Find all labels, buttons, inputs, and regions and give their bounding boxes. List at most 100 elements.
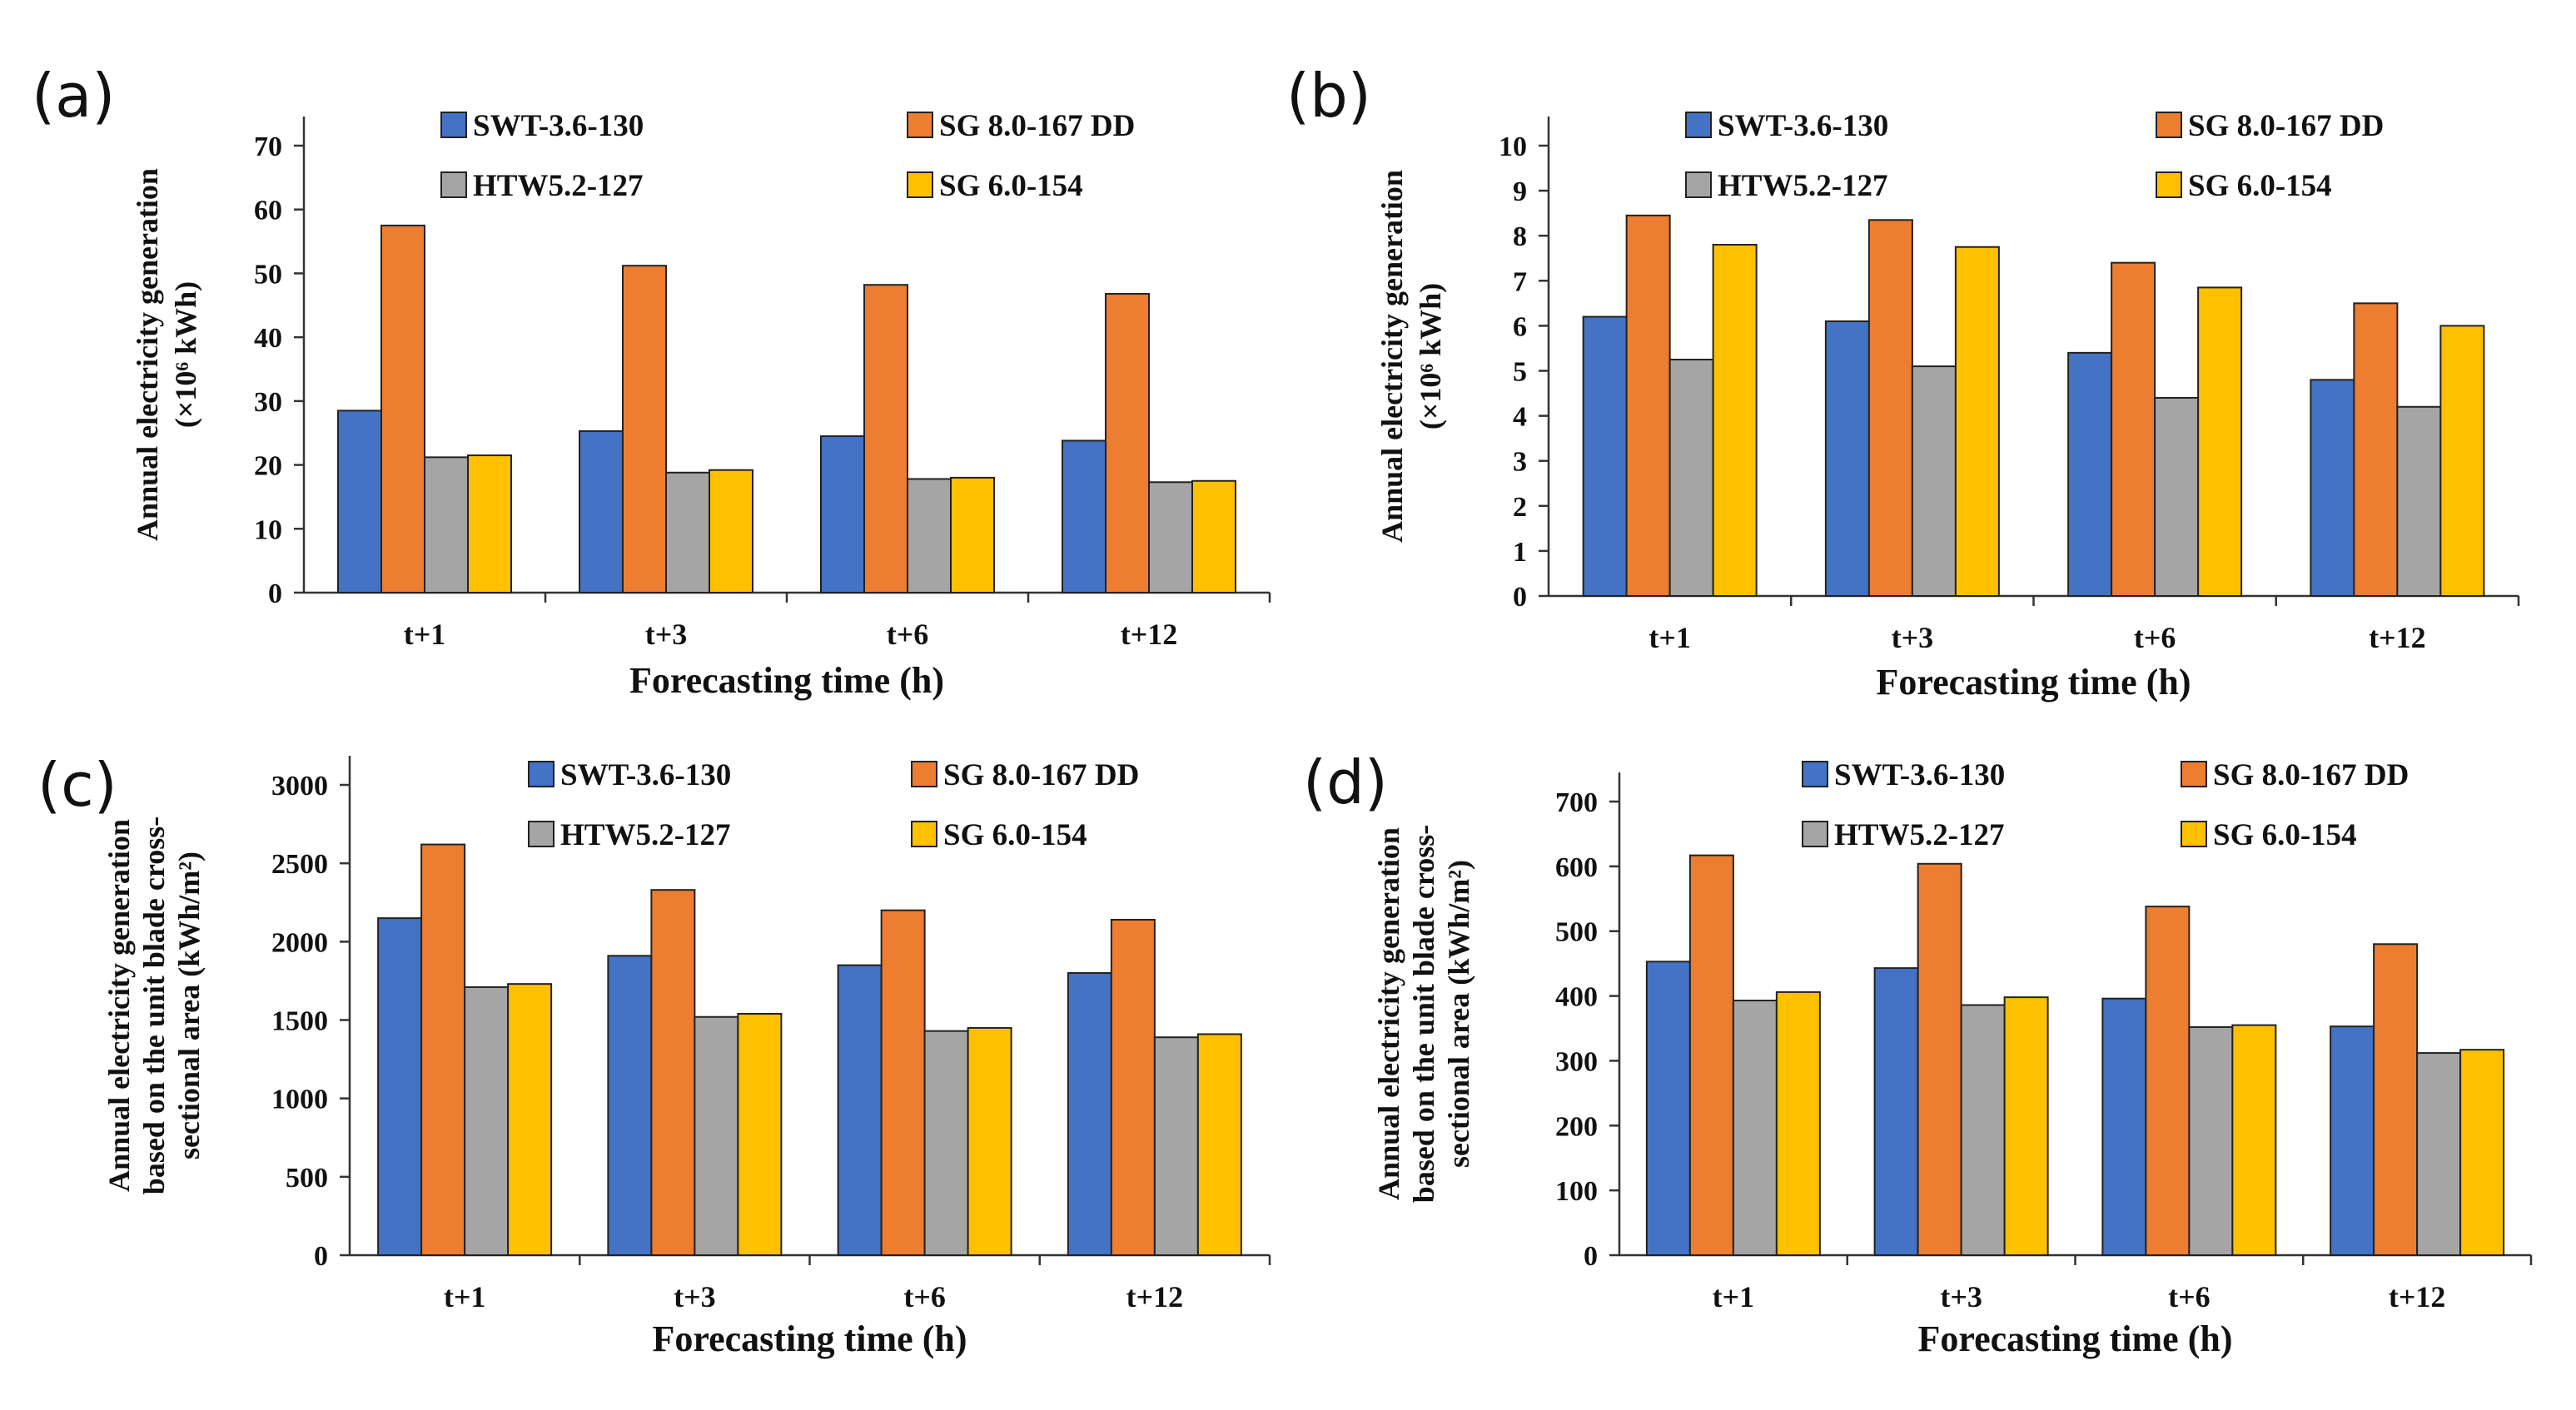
x-tick-label: t+3 <box>1892 621 1934 654</box>
bar-sg-6-0-154-tplus12 <box>2439 325 2485 597</box>
bar-sg-6-0-154-tplus6 <box>950 476 995 594</box>
legend-label: HTW5.2-127 <box>560 818 731 852</box>
legend-swatch <box>440 171 467 198</box>
bar-htw5-2-127-tplus6 <box>2154 396 2200 597</box>
chart-panel-4: (d) 0 100 200 300 400 500 600 700 t+1 t+3 t+6 t+12 Fo… <box>1303 747 2533 1359</box>
x-axis-title: Forecasting time (h) <box>653 1318 967 1359</box>
legend-swatch <box>1685 112 1712 138</box>
legend-label: SWT-3.6-130 <box>560 758 731 792</box>
legend-label: SG 6.0-154 <box>939 169 1083 203</box>
legend-label: SWT-3.6-130 <box>1834 758 2005 792</box>
legend-swatch <box>440 112 467 138</box>
bar-htw5-2-127-tplus12 <box>1148 481 1193 594</box>
y-tick-label: 1000 <box>271 1085 328 1115</box>
bar-htw5-2-127-tplus6 <box>907 478 952 593</box>
y-tick-label: 2 <box>1513 492 1527 523</box>
bar-swt-3-6-130-tplus3 <box>1873 967 1919 1257</box>
bar-htw5-2-127-tplus6 <box>923 1030 969 1257</box>
legend-label: HTW5.2-127 <box>1718 169 1888 203</box>
bar-swt-3-6-130-tplus3 <box>1824 320 1870 597</box>
y-tick-label: 40 <box>254 323 282 354</box>
y-tick-label: 3 <box>1513 447 1527 478</box>
bar-htw5-2-127-tplus1 <box>1668 358 1714 597</box>
bar-swt-3-6-130-tplus6 <box>2067 351 2113 597</box>
x-tick-label: t+1 <box>404 618 446 651</box>
bar-sg-8-0-167-dd-tplus3 <box>650 889 696 1257</box>
bar-swt-3-6-130-tplus6 <box>820 435 865 593</box>
legend-label: SG 8.0-167 DD <box>939 109 1135 143</box>
y-tick-label: 70 <box>254 132 282 162</box>
y-tick-label: 9 <box>1513 176 1527 207</box>
bar-sg-8-0-167-dd-tplus6 <box>2145 906 2191 1256</box>
legend-swatch <box>528 821 554 847</box>
bar-sg-8-0-167-dd-tplus1 <box>1625 214 1671 597</box>
y-tick-label: 50 <box>254 259 282 290</box>
y-tick-label: 2000 <box>271 927 328 958</box>
bar-sg-8-0-167-dd-tplus12 <box>2353 302 2399 597</box>
legend-label: SWT-3.6-130 <box>473 109 644 143</box>
bar-htw5-2-127-tplus1 <box>424 456 469 594</box>
bar-htw5-2-127-tplus12 <box>2396 405 2442 597</box>
y-axis-title: Annual electricity generation (×10⁶ kWh) <box>131 168 202 541</box>
bar-swt-3-6-130-tplus1 <box>1582 315 1628 597</box>
x-tick-label: t+12 <box>2389 1280 2446 1313</box>
x-tick-label: t+1 <box>1649 621 1691 654</box>
y-tick-label: 100 <box>1555 1176 1598 1207</box>
bar-sg-8-0-167-dd-tplus3 <box>622 265 667 593</box>
chart-panel-3: (c) 0 500 1000 1500 2000 2500 3000 t+1 t+3 t+6 t+12… <box>37 750 1271 1359</box>
bar-swt-3-6-130-tplus12 <box>1062 439 1106 593</box>
y-axis-title-line: sectional area (kWh/m²) <box>172 851 206 1159</box>
bar-sg-8-0-167-dd-tplus12 <box>1110 918 1156 1256</box>
x-tick-label: t+3 <box>674 1280 716 1313</box>
y-tick-label: 7 <box>1513 266 1527 297</box>
y-tick-label: 700 <box>1555 787 1598 818</box>
bar-htw5-2-127-tplus3 <box>694 1015 739 1256</box>
bar-swt-3-6-130-tplus3 <box>579 429 624 593</box>
legend-label: SG 8.0-167 DD <box>2188 109 2384 143</box>
legend-label: SG 6.0-154 <box>2213 818 2357 852</box>
y-tick-label: 0 <box>1584 1241 1598 1272</box>
bar-htw5-2-127-tplus6 <box>2188 1025 2234 1256</box>
bar-sg-6-0-154-tplus3 <box>2003 996 2049 1256</box>
bar-swt-3-6-130-tplus1 <box>337 410 382 593</box>
bar-sg-6-0-154-tplus12 <box>2459 1049 2505 1257</box>
bar-sg-8-0-167-dd-tplus3 <box>1917 862 1962 1256</box>
bar-htw5-2-127-tplus3 <box>1960 1004 2006 1256</box>
legend-label: SWT-3.6-130 <box>1718 109 1888 143</box>
y-tick-label: 600 <box>1555 852 1598 883</box>
y-tick-label: 10 <box>254 514 282 545</box>
x-tick-label: t+1 <box>1713 1280 1755 1313</box>
x-tick-label: t+6 <box>2134 621 2176 654</box>
x-tick-label: t+6 <box>887 618 929 651</box>
x-tick-label: t+3 <box>1940 1280 1982 1313</box>
bar-sg-6-0-154-tplus3 <box>1954 246 2000 597</box>
x-tick-label: t+12 <box>2369 621 2426 654</box>
legend-swatch <box>2156 171 2182 198</box>
y-axis-title: Annual electricity generation (×10⁶ kWh) <box>1375 170 1447 543</box>
bar-sg-8-0-167-dd-tplus3 <box>1867 219 1913 597</box>
bar-sg-6-0-154-tplus3 <box>709 469 753 593</box>
bar-sg-6-0-154-tplus1 <box>1712 244 1758 597</box>
y-tick-label: 20 <box>254 451 282 482</box>
legend-swatch <box>1685 171 1712 198</box>
legend-swatch <box>2181 761 2207 787</box>
legend-swatch <box>2181 821 2207 847</box>
y-axis-title-line: sectional area (kWh/m²) <box>1442 860 1475 1168</box>
legend-label: SG 8.0-167 DD <box>943 758 1139 792</box>
bar-sg-8-0-167-dd-tplus6 <box>880 909 926 1256</box>
bar-sg-6-0-154-tplus12 <box>1191 479 1236 593</box>
x-axis-title: Forecasting time (h) <box>1877 662 2191 703</box>
y-tick-label: 2500 <box>271 849 328 880</box>
x-tick-label: t+12 <box>1126 1280 1184 1313</box>
legend-swatch <box>528 761 554 787</box>
bar-htw5-2-127-tplus3 <box>1911 365 1957 597</box>
y-tick-label: 0 <box>1513 582 1527 613</box>
y-tick-label: 5 <box>1513 357 1527 388</box>
legend-swatch <box>1802 761 1828 787</box>
bar-swt-3-6-130-tplus6 <box>837 964 883 1257</box>
y-axis-title-line: Annual electricity generation <box>102 819 136 1192</box>
x-tick-label: t+6 <box>903 1280 946 1313</box>
y-tick-label: 500 <box>1555 917 1598 948</box>
y-tick-label: 300 <box>1555 1046 1598 1077</box>
